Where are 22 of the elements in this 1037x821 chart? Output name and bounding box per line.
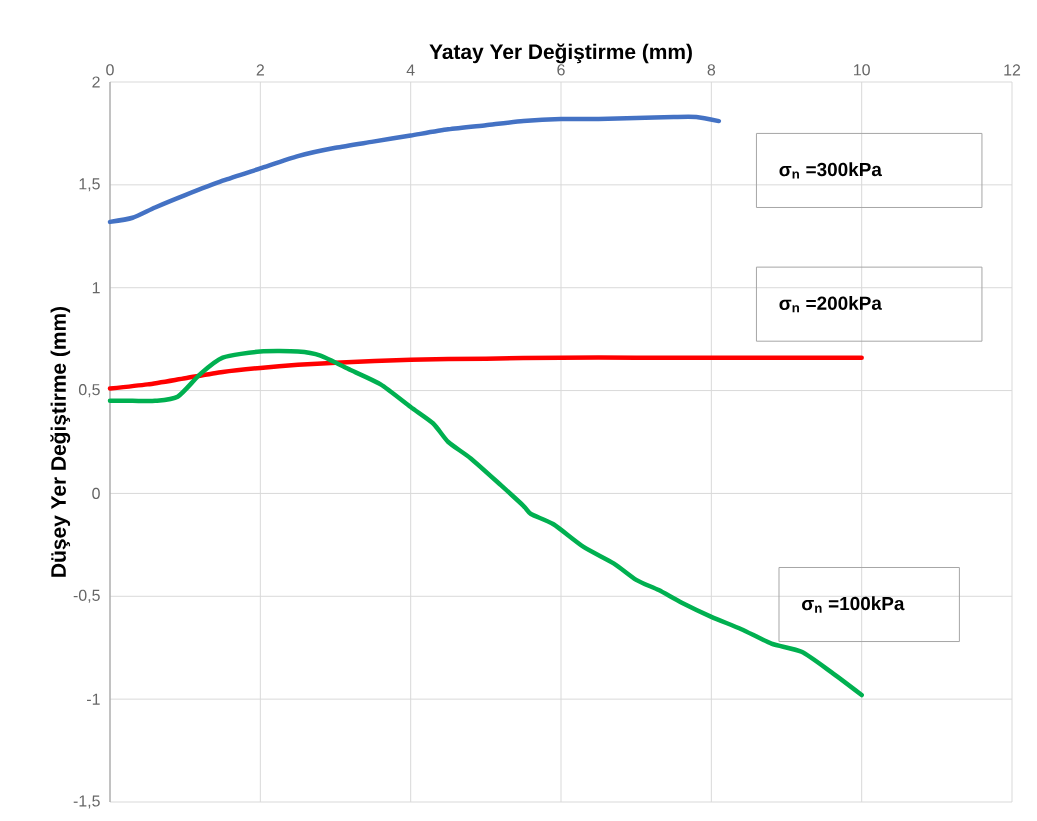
text: σ$_{n}$ =100kPa <box>802 596 905 613</box>
y-tick-label: 1,5 <box>79 178 100 192</box>
y-tick-label: 1 <box>92 282 100 294</box>
y-tick-label: -1 <box>87 693 100 705</box>
x-tick-label: 0 <box>106 64 114 76</box>
x-tick-label: 2 <box>256 64 264 76</box>
x-tick-label: 6 <box>557 64 565 76</box>
text: σ$_{n}$ =200kPa <box>779 296 882 313</box>
line-series <box>107 114 722 225</box>
text: σ$_{n}$ =300kPa <box>779 162 882 179</box>
y-tick-label: -0,5 <box>73 589 100 603</box>
x-axis-title: Yatay Yer Değiştirme (mm) <box>429 43 692 64</box>
y-tick-label: 2 <box>92 76 100 88</box>
x-tick-label: 10 <box>854 64 870 76</box>
x-tick-label: 4 <box>406 64 415 76</box>
line-series <box>107 355 864 391</box>
y-tick-label: 0 <box>92 487 100 500</box>
y-tick-label: 0,5 <box>78 383 100 398</box>
x-tick-label: 8 <box>707 64 716 76</box>
y-axis-title: Düşey Yer Değiştirme (mm) <box>50 307 71 577</box>
x-tick-label: 12 <box>1004 64 1021 76</box>
y-tick-label: -1,5 <box>73 795 100 809</box>
